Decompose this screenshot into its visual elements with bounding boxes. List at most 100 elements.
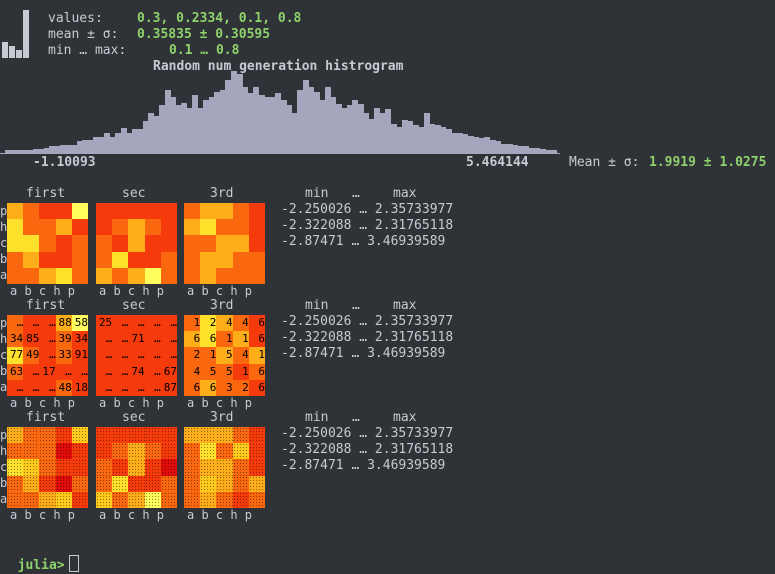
heatmap-cell: [7, 427, 24, 444]
heatmap-cell: [23, 491, 40, 508]
heatmap-cell: [96, 203, 113, 220]
heatmap-title: sec: [122, 410, 146, 425]
heatmap-cell: …: [55, 363, 72, 380]
heatmap-cell: [55, 251, 72, 268]
histogram-bar: [302, 80, 309, 153]
heatmap-cell: …: [160, 315, 177, 332]
heatmap-cell: [200, 235, 217, 252]
heatmap-cell: [7, 219, 24, 236]
histogram-bar: [280, 100, 287, 153]
stats-max-header: max: [393, 410, 417, 425]
heatmap-cell: 34: [71, 331, 88, 348]
heatmap-3: [184, 203, 265, 284]
histogram-bar: [440, 127, 447, 153]
histogram-bar: [456, 133, 463, 153]
heatmap-cell: …: [144, 331, 161, 348]
histogram-bar: [54, 146, 61, 153]
heatmap-cell: [55, 459, 72, 476]
heatmap-cell: [128, 251, 145, 268]
heatmap-cell: [200, 427, 217, 444]
heatmap-cell: [232, 235, 249, 252]
heatmap-row-label: p: [0, 428, 8, 442]
heatmap-row-label: h: [0, 444, 8, 458]
heatmap-cell: …: [128, 379, 145, 396]
heatmap-cell: [7, 443, 24, 460]
heatmap-cell: [128, 267, 145, 284]
heatmap-cell: [184, 251, 201, 268]
histogram-bar: [412, 125, 419, 153]
heatmap-cell: [232, 427, 249, 444]
histogram-bar: [82, 140, 89, 153]
histogram-bar: [137, 129, 144, 153]
heatmap-cell: [216, 427, 233, 444]
heatmap-cell: [232, 459, 249, 476]
heatmap-cell: [23, 459, 40, 476]
heatmap-cell: [23, 443, 40, 460]
histogram-bar: [528, 148, 535, 153]
heatmap-cell: [144, 427, 161, 444]
heatmap-cell: [55, 235, 72, 252]
sparkline-bar: [2, 42, 8, 58]
heatmap-cell: [144, 219, 161, 236]
heatmap-cell: [144, 267, 161, 284]
histogram-bar: [341, 108, 348, 153]
heatmap-cell: [248, 251, 265, 268]
histogram-bar: [308, 87, 315, 153]
heatmap-row-label: a: [0, 268, 8, 282]
heatmap-2: 25……………… 71……………………… 74… 67………… 87: [96, 315, 177, 396]
heatmap-cell: 5: [216, 363, 233, 380]
stats-ellipsis-header: …: [352, 410, 360, 425]
heatmap-cell: [184, 219, 201, 236]
heatmap-cell: 2: [200, 315, 217, 332]
heatmap-row-label: c: [0, 348, 8, 362]
heatmap-cell: …: [7, 315, 24, 332]
heatmap-row-label: p: [0, 204, 8, 218]
heatmap-cell: …: [23, 315, 40, 332]
histogram-bar: [131, 129, 138, 153]
heatmap-cell: [112, 475, 129, 492]
heatmap-cell: [96, 475, 113, 492]
histogram-bar: [484, 137, 491, 153]
heatmap-cell: …: [39, 315, 56, 332]
heatmap-cell: [39, 251, 56, 268]
heatmap-cell: 74: [128, 363, 145, 380]
histogram-bar: [142, 121, 149, 153]
mean-label: mean ± σ:: [48, 27, 119, 42]
heatmap-cell: …: [71, 363, 88, 380]
minmax-text: 0.1 … 0.8: [169, 43, 240, 58]
heatmap-cell: [112, 235, 129, 252]
heatmap-col-labels: a b c h p: [10, 284, 76, 298]
histogram-bar: [230, 71, 238, 153]
histogram-bar: [115, 133, 122, 153]
sparkline-bar: [9, 46, 15, 58]
stats-min-header: min: [305, 410, 329, 425]
histogram-bar: [269, 97, 276, 153]
heatmap-cell: [39, 219, 56, 236]
heatmap-cell: [160, 267, 177, 284]
heatmap-cell: [23, 475, 40, 492]
heatmap-cell: [96, 491, 113, 508]
histogram-bar: [247, 93, 254, 153]
histogram-bar: [423, 113, 430, 153]
repl-prompt[interactable]: julia>: [2, 539, 79, 574]
heatmap-cell: [128, 219, 145, 236]
text-cursor[interactable]: [68, 555, 79, 572]
heatmap-cell: [128, 459, 145, 476]
histogram-bar: [65, 145, 72, 153]
heatmap-col-labels: a b c h p: [10, 396, 76, 410]
heatmap-cell: [232, 475, 249, 492]
heatmap-cell: …: [96, 347, 113, 364]
heatmap-cell: …: [39, 347, 56, 364]
values-text: 0.3, 0.2334, 0.1, 0.8: [137, 11, 302, 26]
heatmap-cell: [200, 219, 217, 236]
stats-row: -2.322088 … 2.31765118: [281, 330, 454, 345]
heatmap-cell: …: [144, 347, 161, 364]
heatmap-cell: [200, 267, 217, 284]
histogram-bar: [506, 144, 513, 153]
histogram-mean-label: Mean ± σ:: [569, 155, 640, 170]
heatmap-title: 3rd: [210, 186, 234, 201]
values-label: values:: [48, 11, 103, 26]
heatmap-cell: [128, 427, 145, 444]
stats-row: -2.87471 … 3.46939589: [281, 458, 446, 473]
heatmap-cell: [96, 219, 113, 236]
